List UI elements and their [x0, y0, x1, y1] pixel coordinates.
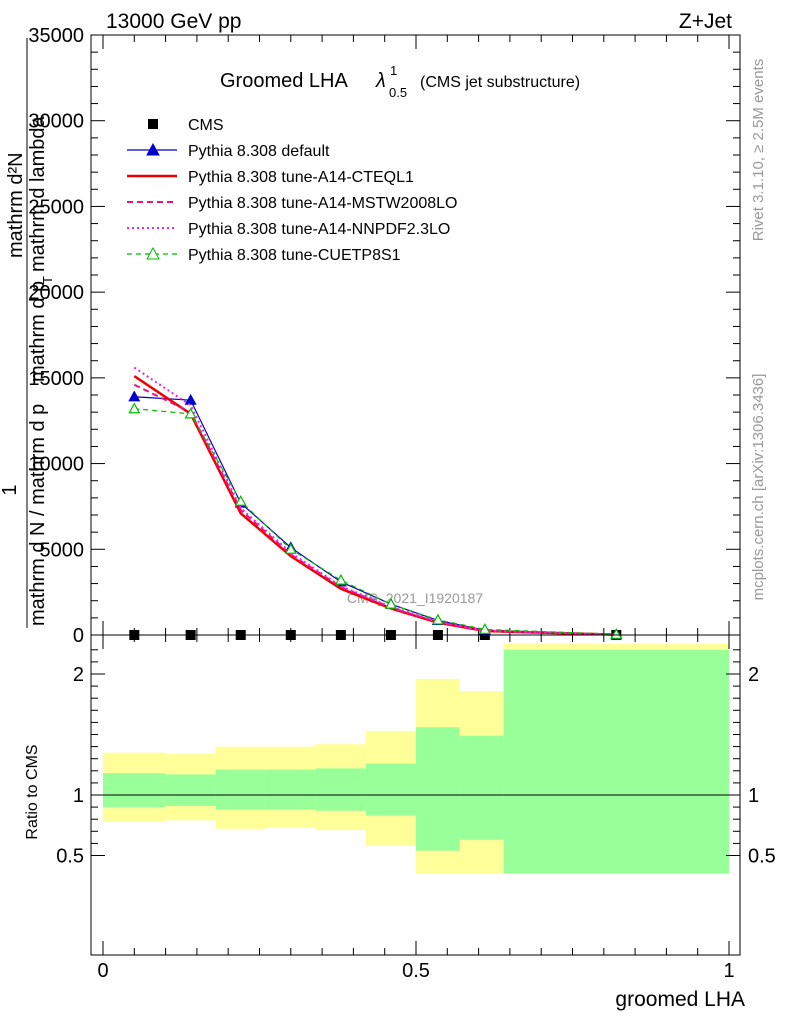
legend-item-cteql1: Pythia 8.308 tune-A14-CTEQL1	[127, 169, 414, 186]
cuetp8s1-marker	[284, 543, 297, 554]
energy-label: 13000 GeV pp	[106, 10, 241, 33]
chart-title-lambda: λ	[375, 70, 386, 92]
legend-label-mstw: Pythia 8.308 tune-A14-MSTW2008LO	[188, 195, 457, 212]
main-ytick-label: 25000	[28, 196, 84, 218]
legend-item-cuetp8s1: Pythia 8.308 tune-CUETP8S1	[127, 246, 401, 264]
chart-title: Groomed LHA λ 1 0.5 (CMS jet substructur…	[220, 63, 580, 100]
legend-item-nnpdf: Pythia 8.308 tune-A14-NNPDF2.3LO	[127, 221, 450, 238]
ratio-bands	[103, 643, 729, 874]
cuetp8s1-marker	[478, 623, 491, 634]
cuetp8s1-marker	[234, 495, 247, 506]
ratio-band-inner	[165, 774, 216, 806]
ratio-y-axis-label: Ratio to CMS	[24, 744, 41, 839]
legend-label-nnpdf: Pythia 8.308 tune-A14-NNPDF2.3LO	[188, 221, 450, 238]
ratio-ytick-label-right: 2	[748, 664, 759, 686]
main-ytick-label: 5000	[40, 539, 85, 561]
main-ytick-label: 10000	[28, 454, 84, 476]
legend-item-default: Pythia 8.308 default	[127, 142, 330, 160]
ratio-ytick-label-right: 1	[748, 785, 759, 807]
ylabel-tail: mathrm d lambda	[27, 116, 49, 272]
ratio-band-inner	[265, 769, 316, 810]
chart-subtitle: (CMS jet substructure)	[420, 74, 580, 91]
legend-swatch-cms	[148, 119, 158, 129]
main-y-axis-label: mathrm d²N 1 mathrm d N / mathrm d p mat…	[0, 38, 55, 628]
default-marker	[184, 393, 197, 405]
cuetp8s1-marker	[610, 628, 623, 639]
legend-label-cteql1: Pythia 8.308 tune-A14-CTEQL1	[188, 169, 414, 186]
ratio-ytick-label: 2	[73, 664, 84, 686]
ratio-x-ticks: 0 0.5 1	[97, 635, 735, 982]
main-panel: 0 5000 10000 15000 20000 25000 30000 35000 CMS_…	[0, 25, 741, 647]
main-x-ticks	[102, 35, 730, 635]
legend-label-cuetp8s1: Pythia 8.308 tune-CUETP8S1	[188, 247, 401, 264]
ratio-ytick-label-right: 0.5	[748, 846, 776, 868]
legend-marker-cuetp8s1	[146, 246, 160, 260]
main-ytick-label: 30000	[28, 111, 84, 133]
default-marker	[128, 390, 141, 402]
main-y-tick-labels: 0 5000 10000 15000 20000 25000 30000 35000	[28, 25, 84, 647]
ylabel-denominator-left: mathrm d N / mathrm d p	[27, 404, 49, 626]
ratio-panel: 0.5 0.51 12 2 0 0.5 1 Ratio to CMS groomed LH…	[24, 634, 776, 1011]
ratio-y-ticks: 0.5 0.5 1 1 2 2	[56, 649, 776, 868]
series-line-cuetp8s1	[134, 408, 617, 635]
ratio-band-inner	[315, 768, 366, 811]
legend-item-cms: CMS	[148, 117, 224, 134]
x-tick-label: 0.5	[402, 960, 430, 982]
series-line-nnpdf	[133, 366, 617, 636]
main-ytick-label: 15000	[28, 368, 84, 390]
legend: CMS Pythia 8.308 default Pythia 8.308 tune…	[127, 117, 457, 264]
x-axis-label: groomed LHA	[615, 988, 745, 1011]
legend-item-mstw: Pythia 8.308 tune-A14-MSTW2008LO	[127, 195, 457, 212]
x-tick-label: 0	[97, 960, 108, 982]
chart-title-sub: 0.5	[389, 85, 407, 100]
legend-label-default: Pythia 8.308 default	[188, 143, 330, 160]
cuetp8s1-marker	[431, 613, 444, 625]
ratio-band-inner	[103, 773, 166, 808]
series-line-mstw	[133, 383, 617, 636]
chart-title-text: Groomed LHA	[220, 70, 348, 92]
x-tick-label: 1	[723, 960, 734, 982]
cuetp8s1-marker	[184, 407, 197, 419]
process-label: Z+Jet	[679, 10, 732, 33]
ylabel-denominator-right: mathrm d p	[27, 281, 49, 382]
ratio-ytick-label: 1	[73, 785, 84, 807]
legend-label-cms: CMS	[188, 117, 224, 134]
chart-title-sup: 1	[390, 63, 397, 78]
ratio-ytick-label: 0.5	[56, 846, 84, 868]
main-ytick-label: 20000	[28, 282, 84, 304]
ylabel-numerator: mathrm d²N	[5, 152, 27, 258]
ratio-band-inner	[215, 769, 266, 810]
main-ytick-label: 35000	[28, 25, 84, 47]
ratio-band-inner	[416, 727, 460, 851]
ratio-band-inner	[459, 735, 504, 840]
rivet-label: Rivet 3.1.10, ≥ 2.5M events	[750, 59, 767, 242]
ylabel-sub: T	[40, 276, 55, 284]
ratio-band-inner	[503, 649, 729, 874]
ylabel-one: 1	[0, 484, 21, 495]
analysis-watermark: CMS_2021_I1920187	[347, 590, 483, 606]
cuetp8s1-marker	[384, 597, 397, 609]
ratio-band-inner	[365, 763, 416, 816]
cuetp8s1-marker	[334, 573, 347, 585]
mcplots-label: mcplots.cern.ch [arXiv:1306.3436]	[750, 374, 767, 601]
main-y-ticks	[91, 34, 740, 636]
main-ytick-label: 0	[73, 625, 84, 647]
cuetp8s1-marker	[128, 402, 141, 414]
legend-marker-default	[146, 142, 160, 156]
